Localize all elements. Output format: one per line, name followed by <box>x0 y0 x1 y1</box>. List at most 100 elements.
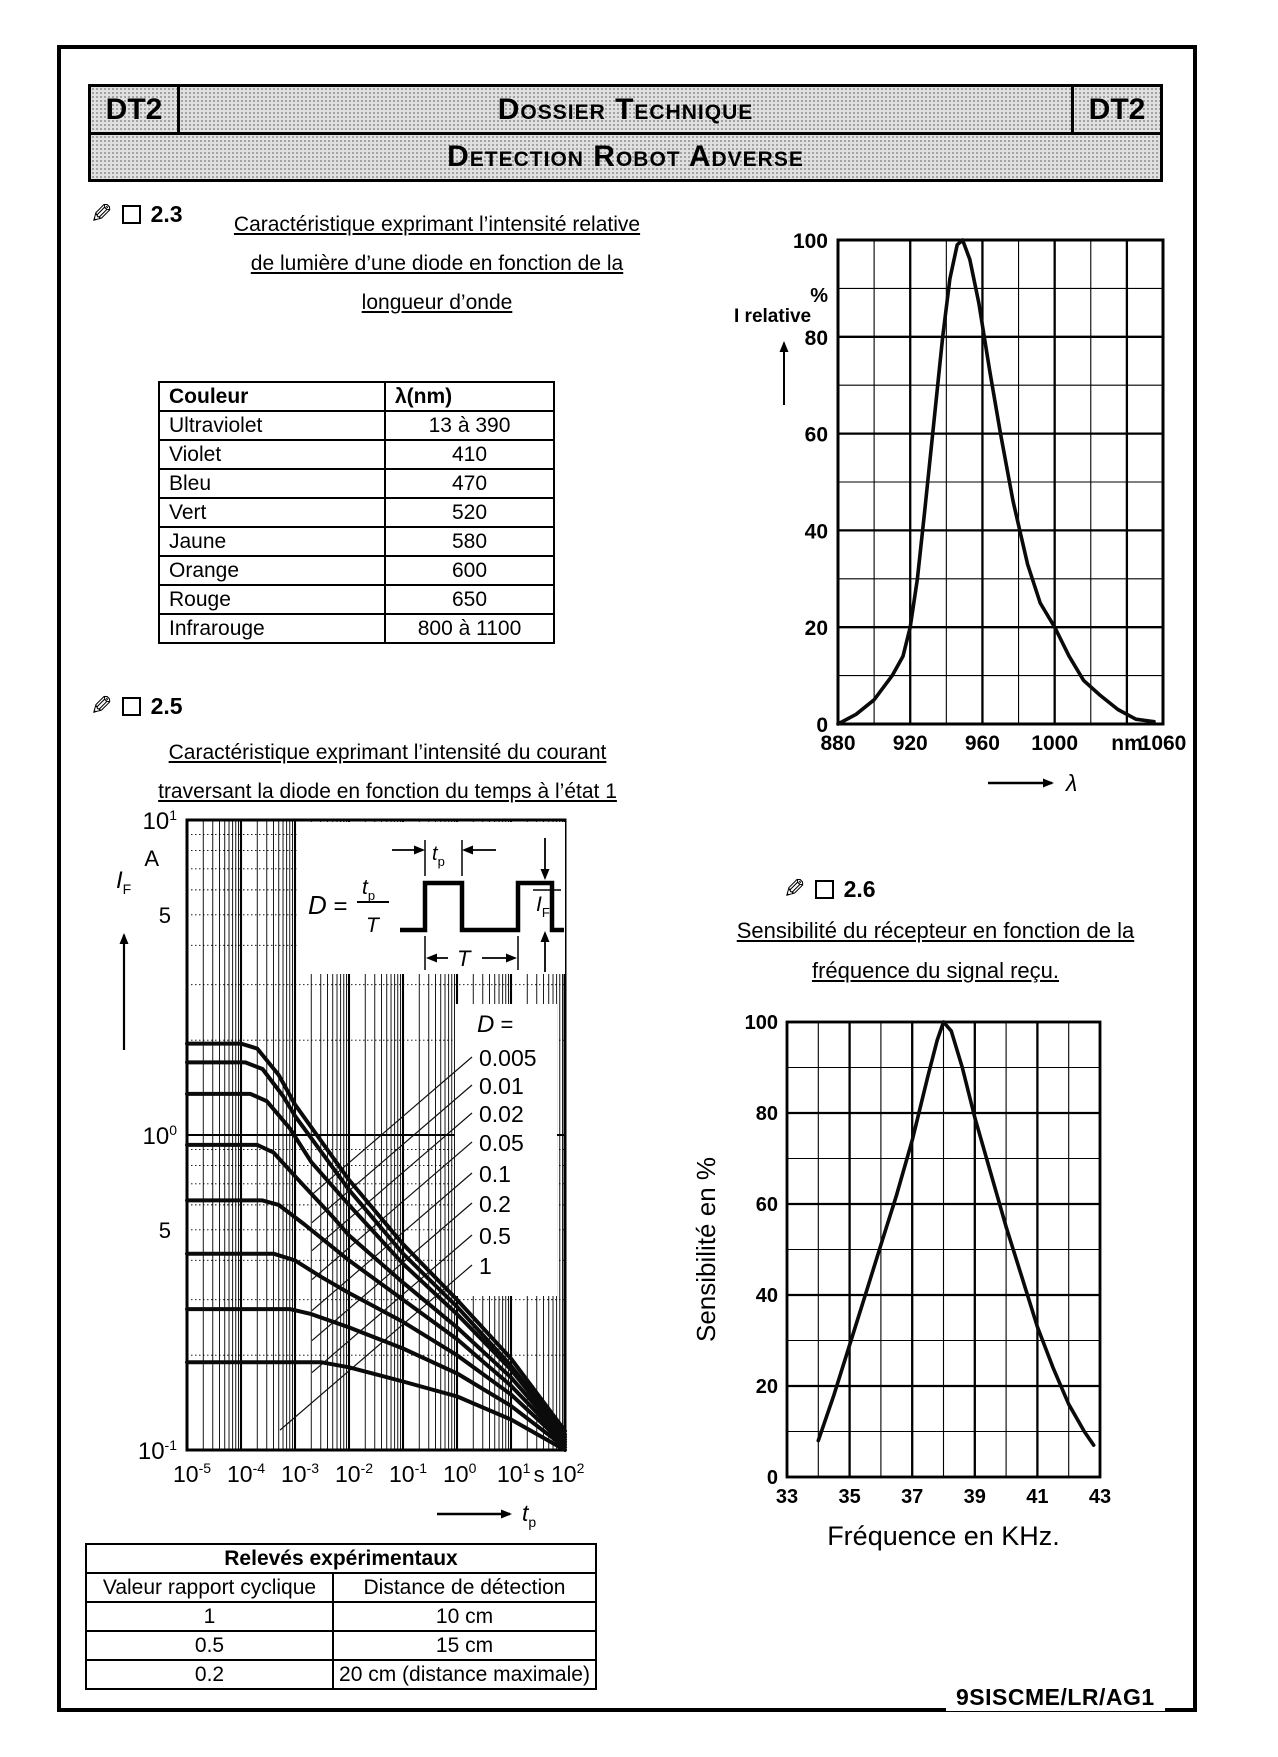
svg-text:37: 37 <box>901 1486 923 1508</box>
svg-text:101: 101 <box>143 807 178 835</box>
svg-text:101: 101 <box>497 1460 531 1487</box>
col-header-couleur: Couleur <box>158 381 386 412</box>
svg-text:60: 60 <box>756 1194 778 1216</box>
header-row-title: DT2 Dossier Technique DT2 <box>91 87 1160 135</box>
svg-text:s: s <box>534 1462 545 1487</box>
section-number: 2.6 <box>843 876 876 902</box>
grid <box>836 238 1164 726</box>
svg-text:0: 0 <box>816 714 828 737</box>
svg-text:40: 40 <box>805 520 828 543</box>
svg-text:D =: D = <box>308 890 347 920</box>
header-banner: DT2 Dossier Technique DT2 Detection Robo… <box>88 84 1163 182</box>
col-header-lambda: λ(nm) <box>384 381 555 412</box>
svg-text:tp: tp <box>432 843 445 869</box>
table-header-row: Couleur λ(nm) <box>158 381 555 412</box>
svg-text:tp: tp <box>362 876 375 903</box>
checkbox-icon <box>121 697 141 716</box>
svg-text:Sensibilité en %: Sensibilité en % <box>691 1157 721 1342</box>
svg-text:10-2: 10-2 <box>335 1460 373 1487</box>
curve-D-0.2 <box>185 1251 567 1447</box>
col-header-distance: Distance de détection <box>332 1572 597 1603</box>
svg-text:0.02: 0.02 <box>479 1101 524 1127</box>
header-row-subtitle: Detection Robot Adverse <box>91 135 1160 179</box>
cell-wavelength: 520 <box>384 497 555 528</box>
svg-text:0.005: 0.005 <box>479 1045 537 1071</box>
svg-text:80: 80 <box>756 1103 778 1125</box>
table-row: Infrarouge 800 à 1100 <box>158 613 555 644</box>
svg-text:λ: λ <box>1064 770 1077 796</box>
svg-text:60: 60 <box>805 424 828 447</box>
cell-wavelength: 470 <box>384 468 555 499</box>
svg-text:1000: 1000 <box>1031 732 1078 755</box>
svg-text:Fréquence en KHz.: Fréquence en KHz. <box>827 1521 1060 1551</box>
title-line: de lumière d’une diode en fonction de la <box>250 252 624 275</box>
table-row: Vert 520 <box>158 497 555 528</box>
cell-wavelength: 600 <box>384 555 555 586</box>
section-number: 2.5 <box>150 693 183 719</box>
curve-D-0.1 <box>185 1198 567 1444</box>
title-line: fréquence du signal reçu. <box>811 958 1060 983</box>
title-line: Caractéristique exprimant l’intensité du… <box>168 741 607 764</box>
svg-text:100: 100 <box>745 1012 778 1034</box>
svg-text:T: T <box>366 914 381 937</box>
svg-text:33: 33 <box>776 1486 798 1508</box>
svg-text:10-1: 10-1 <box>138 1437 177 1465</box>
table-row: Ultraviolet 13 à 390 <box>158 410 555 441</box>
svg-text:1060: 1060 <box>1140 732 1187 755</box>
cell-color: Orange <box>158 555 386 586</box>
checkbox-icon <box>121 205 141 224</box>
pencil-icon: ✎ <box>783 874 806 904</box>
section-number: 2.3 <box>150 201 183 227</box>
svg-text:10-4: 10-4 <box>227 1460 265 1487</box>
pencil-icon: ✎ <box>90 199 113 229</box>
svg-text:80: 80 <box>805 327 828 350</box>
header-badge-right: DT2 <box>1071 87 1160 132</box>
cell-distance: 15 cm <box>332 1630 597 1661</box>
svg-text:960: 960 <box>965 732 1000 755</box>
svg-text:920: 920 <box>893 732 928 755</box>
table-row: Rouge 650 <box>158 584 555 615</box>
document-title: Dossier Technique <box>497 92 754 126</box>
svg-text:A: A <box>144 846 159 871</box>
cell-wavelength: 800 à 1100 <box>384 613 555 644</box>
svg-text:10-3: 10-3 <box>281 1460 319 1487</box>
svg-text:%: % <box>810 285 828 307</box>
cell-distance: 10 cm <box>332 1601 597 1632</box>
section-2-3-title: Caractéristique exprimant l’intensité re… <box>213 205 661 322</box>
svg-text:0.05: 0.05 <box>479 1130 524 1156</box>
title-line: Sensibilité du récepteur en fonction de … <box>736 918 1135 943</box>
svg-text:5: 5 <box>159 903 171 928</box>
svg-text:20: 20 <box>805 617 828 640</box>
cell-color: Violet <box>158 439 386 470</box>
cell-duty: 0.5 <box>85 1630 334 1661</box>
table-row: Orange 600 <box>158 555 555 586</box>
table-row: Violet 410 <box>158 439 555 470</box>
cell-wavelength: 650 <box>384 584 555 615</box>
svg-text:41: 41 <box>1026 1486 1048 1508</box>
section-2-6-title: Sensibilité du récepteur en fonction de … <box>688 911 1183 991</box>
page-border-frame <box>57 45 1197 1712</box>
spectrum-curve <box>836 238 1156 726</box>
cell-color: Rouge <box>158 584 386 615</box>
table-row: 1 10 cm <box>85 1601 597 1632</box>
grid <box>785 1020 1102 1479</box>
cell-color: Jaune <box>158 526 386 557</box>
title-line: longueur d’onde <box>361 291 513 314</box>
section-2-5-title: Caractéristique exprimant l’intensité du… <box>100 733 675 811</box>
table-title: Relevés expérimentaux <box>85 1543 597 1574</box>
svg-text:20: 20 <box>756 1376 778 1398</box>
svg-text:100: 100 <box>143 1122 178 1150</box>
cell-wavelength: 13 à 390 <box>384 410 555 441</box>
document-subtitle: Detection Robot Adverse <box>447 140 804 173</box>
duty-cycle-inset: D = tp Ttp T IF <box>297 822 565 974</box>
table-row: Jaune 580 <box>158 526 555 557</box>
cell-wavelength: 580 <box>384 526 555 557</box>
curve-D-0.01 <box>185 1060 567 1437</box>
cell-duty: 1 <box>85 1601 334 1632</box>
svg-text:43: 43 <box>1089 1486 1111 1508</box>
section-2-6-marker: ✎ 2.6 <box>783 874 876 904</box>
section-2-3-marker: ✎ 2.3 <box>90 199 183 229</box>
